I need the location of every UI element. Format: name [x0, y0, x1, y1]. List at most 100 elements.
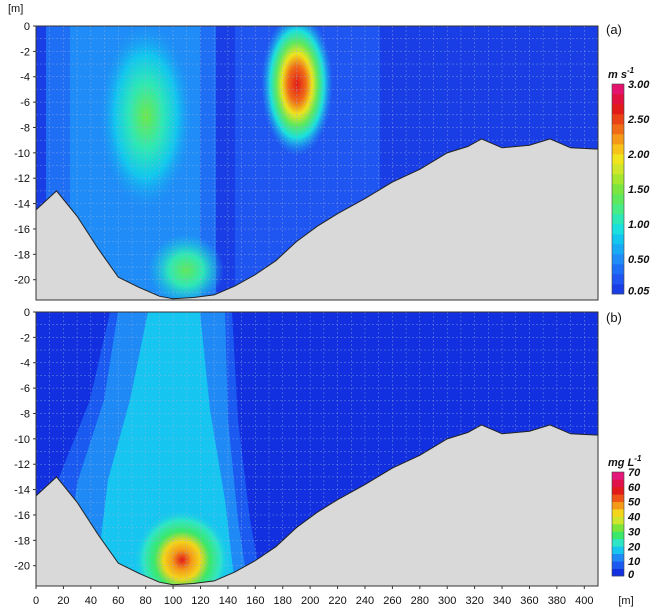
- y-tick-label: -14: [14, 199, 30, 211]
- frame-b: [35, 311, 599, 587]
- colorbar-tick-label: 0: [628, 569, 635, 581]
- x-tick-label: 140: [219, 595, 237, 607]
- x-tick-label: 280: [411, 595, 429, 607]
- y-ticks-a: 0 -2 -4 -6 -8 -10 -12 -14 -16 -18 -20: [14, 21, 36, 287]
- y-tick-label: -10: [14, 434, 30, 446]
- colorbar-swatch: [612, 568, 624, 577]
- colorbar-swatch: [612, 104, 624, 115]
- colorbar-swatch: [612, 224, 624, 235]
- colorbar-tick-label: 1.50: [628, 184, 650, 196]
- colorbar-swatch: [612, 214, 624, 225]
- y-tick-label: -12: [14, 173, 30, 185]
- y-tick-label: -16: [14, 510, 30, 522]
- colorbar-swatch: [612, 204, 624, 215]
- x-tick-label: 400: [575, 595, 593, 607]
- colorbar-swatch: [612, 561, 624, 569]
- x-tick-label: 20: [57, 595, 69, 607]
- colorbar-swatch: [612, 94, 624, 105]
- y-ticks-b: 0 -2 -4 -6 -8 -10 -12 -14 -16 -18 -20: [14, 307, 36, 573]
- y-tick-label: -8: [20, 408, 30, 420]
- colorbar-tick-label: 3.00: [628, 79, 650, 91]
- colorbar-swatch: [612, 509, 624, 517]
- colorbar-tick-label: 40: [627, 512, 641, 524]
- colorbar-title-superscript: -1: [634, 454, 642, 463]
- colorbar-swatch: [612, 531, 624, 540]
- x-tick-label: 300: [438, 595, 456, 607]
- x-unit-label: [m]: [618, 595, 633, 607]
- y-tick-label: -2: [20, 332, 30, 344]
- y-tick-label: -4: [20, 358, 30, 370]
- colorbar-swatch: [612, 479, 624, 488]
- frame-a: [35, 25, 599, 301]
- x-tick-label: 40: [85, 595, 97, 607]
- velocity-panel: 0 -2 -4 -6 -8 -10 -12 -14 -16 -18 -20 [m] (a): [8, 3, 622, 301]
- colorbar-frame: [611, 471, 625, 577]
- x-tick-label: 60: [112, 595, 124, 607]
- y-tick-label: -6: [20, 97, 30, 109]
- velocity-core-left: [98, 26, 194, 211]
- colorbar-tick-label: 20: [627, 541, 641, 553]
- colorbar-swatch: [612, 174, 624, 185]
- colorbar-swatch: [612, 284, 624, 295]
- colorbar-tick-label: 1.00: [628, 219, 650, 231]
- x-tick-label: 80: [140, 595, 152, 607]
- colorbar-frame: [611, 83, 625, 295]
- x-tick-label: 120: [191, 595, 209, 607]
- y-tick-label: -18: [14, 249, 30, 261]
- concentration-core: [134, 510, 230, 586]
- panel-label-b: (b): [606, 310, 622, 325]
- colorbar-swatch: [612, 124, 624, 135]
- y-tick-label: -10: [14, 148, 30, 160]
- colorbar-tick-label: 60: [628, 482, 641, 494]
- y-tick-label: -18: [14, 535, 30, 547]
- x-tick-label: 380: [548, 595, 566, 607]
- y-tick-label: -2: [20, 46, 30, 58]
- x-tick-label: 100: [164, 595, 182, 607]
- riverbed-b: [35, 424, 599, 587]
- colorbar-swatch: [612, 244, 624, 255]
- x-tick-label: 360: [520, 595, 538, 607]
- velocity-core-right: [261, 26, 333, 156]
- y-tick-label: -6: [20, 383, 30, 395]
- colorbar-tick-label: 10: [628, 556, 641, 568]
- colorbar-tick-label: 2.00: [627, 149, 650, 161]
- colorbar-title-superscript: -1: [627, 66, 635, 75]
- x-tick-label: 180: [274, 595, 292, 607]
- colorbar-swatch: [612, 501, 624, 510]
- colorbar-b: mg L-170 60 50 40 30 20 100: [608, 454, 642, 581]
- colorbar-swatch: [612, 486, 624, 495]
- colorbar-swatch: [612, 164, 624, 175]
- y-tick-label: -20: [14, 275, 30, 287]
- colorbar-swatch: [612, 553, 624, 562]
- colorbar-tick-label: 0.50: [628, 254, 650, 266]
- y-tick-label: -12: [14, 459, 30, 471]
- colorbar-tick-label: 70: [628, 467, 641, 479]
- colorbar-swatch: [612, 144, 624, 155]
- x-tick-label: 200: [301, 595, 319, 607]
- colorbar-swatch: [612, 472, 624, 480]
- x-tick-label: 0: [33, 595, 39, 607]
- colorbar-swatch: [612, 234, 624, 245]
- x-tick-label: 260: [383, 595, 401, 607]
- y-tick-label: 0: [24, 307, 30, 319]
- colorbar-a: m s-13.002.502.001.501.000.500.05: [608, 66, 650, 298]
- colorbar-swatch: [612, 114, 624, 125]
- colorbar-swatch: [612, 254, 624, 265]
- panel-label-a: (a): [606, 22, 622, 37]
- colorbar-tick-label: 30: [628, 526, 641, 538]
- riverbed-a: [35, 138, 599, 301]
- colorbar-swatch: [612, 524, 624, 532]
- colorbar-swatch: [612, 134, 624, 145]
- colorbar-tick-label: 0.05: [628, 286, 650, 298]
- colorbar-swatch: [612, 184, 624, 195]
- y-tick-label: 0: [24, 21, 30, 33]
- x-tick-label: 220: [328, 595, 346, 607]
- colorbar-title: mg L-1: [608, 454, 642, 469]
- x-tick-label: 340: [493, 595, 511, 607]
- colorbar-swatch: [612, 538, 624, 547]
- colorbar-swatch: [612, 494, 624, 503]
- concentration-panel: 0 -2 -4 -6 -8 -10 -12 -14 -16 -18 -20 0 20 40 60 80 100…: [14, 307, 634, 607]
- y-tick-label: -14: [14, 485, 30, 497]
- y-tick-label: -16: [14, 224, 30, 236]
